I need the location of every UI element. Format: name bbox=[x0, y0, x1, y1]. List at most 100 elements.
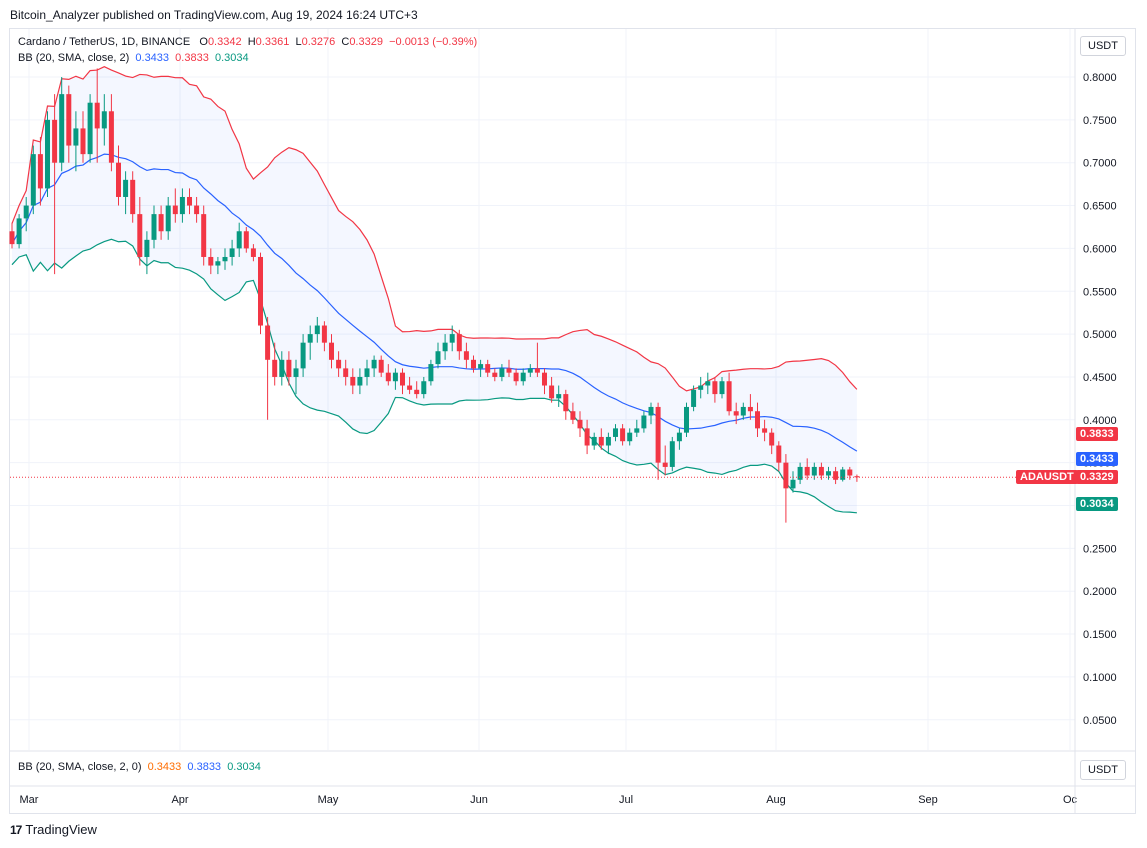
candle bbox=[116, 145, 121, 206]
candle-body bbox=[620, 428, 626, 442]
candle-body bbox=[371, 359, 377, 369]
candle-body bbox=[250, 248, 256, 257]
candle bbox=[279, 351, 285, 386]
candle bbox=[229, 239, 235, 266]
candle-body bbox=[826, 471, 831, 476]
candle bbox=[243, 226, 249, 253]
candle bbox=[790, 471, 796, 493]
x-tick-label: May bbox=[318, 794, 339, 806]
candle-body bbox=[265, 325, 271, 360]
candle-body bbox=[534, 368, 540, 373]
candle bbox=[364, 359, 370, 386]
bb-lower-value: 0.3034 bbox=[214, 52, 249, 64]
candle-body bbox=[94, 102, 100, 129]
candle bbox=[719, 376, 725, 399]
close-value: 0.3329 bbox=[349, 36, 383, 48]
candle-body bbox=[158, 214, 164, 232]
candle bbox=[818, 462, 824, 480]
x-tick-label: Jun bbox=[470, 794, 488, 806]
candle bbox=[45, 111, 50, 197]
upper-band-price-label: 0.3833 bbox=[1076, 427, 1118, 441]
y-tick-label: 0.1000 bbox=[1083, 672, 1117, 684]
candle-body bbox=[123, 179, 129, 197]
candle-body bbox=[329, 342, 334, 360]
tradingview-brand[interactable]: 17 TradingView bbox=[10, 822, 97, 837]
publisher-line: Bitcoin_Analyzer published on TradingVie… bbox=[10, 8, 418, 22]
candle bbox=[421, 376, 427, 399]
candle bbox=[676, 428, 682, 450]
candle-body bbox=[45, 119, 50, 189]
candle bbox=[506, 359, 512, 377]
candle-body bbox=[648, 406, 654, 416]
y-tick-label: 0.8000 bbox=[1083, 72, 1117, 84]
candle bbox=[215, 256, 221, 275]
candle-body bbox=[797, 466, 803, 480]
candle bbox=[662, 445, 668, 476]
candle bbox=[669, 436, 675, 472]
change-value: −0.0013 (−0.39%) bbox=[389, 36, 478, 48]
candle bbox=[613, 424, 618, 442]
candle-body bbox=[87, 102, 93, 155]
high-label: H bbox=[247, 36, 256, 48]
candle-body bbox=[165, 205, 171, 232]
candle bbox=[158, 205, 164, 240]
candle-body bbox=[130, 179, 136, 215]
candle bbox=[272, 342, 278, 386]
candle-body bbox=[421, 381, 427, 395]
candle bbox=[655, 402, 661, 480]
last-price-label: 0.3329 bbox=[1076, 470, 1118, 484]
y-tick-label: 0.6500 bbox=[1083, 201, 1117, 213]
currency-button[interactable]: USDT bbox=[1080, 36, 1126, 56]
candle bbox=[584, 419, 590, 455]
sub-bb-v1: 0.3433 bbox=[147, 761, 182, 773]
candle-body bbox=[527, 368, 533, 373]
candle bbox=[250, 244, 256, 262]
symbol-label: Cardano / TetherUS, 1D, BINANCE bbox=[18, 36, 191, 48]
sub-bb-title: BB (20, SMA, close, 2, 0) bbox=[18, 761, 142, 773]
candle-body bbox=[833, 471, 839, 480]
y-tick-label: 0.4000 bbox=[1083, 415, 1117, 427]
sub-currency-button[interactable]: USDT bbox=[1080, 760, 1126, 780]
candle-body bbox=[52, 119, 58, 163]
candle bbox=[400, 368, 405, 395]
candle bbox=[755, 402, 760, 437]
candle bbox=[591, 432, 597, 450]
candle-body bbox=[804, 466, 810, 476]
candle-body bbox=[634, 428, 640, 433]
close-label: C bbox=[341, 36, 350, 48]
candle bbox=[236, 222, 242, 257]
candle-body bbox=[613, 428, 618, 437]
candle bbox=[165, 196, 171, 240]
bollinger-basis-line bbox=[11, 153, 858, 452]
candle bbox=[144, 231, 150, 275]
candle-body bbox=[478, 364, 484, 369]
candle-body bbox=[243, 231, 249, 249]
candle bbox=[698, 376, 704, 399]
candle-body bbox=[818, 466, 824, 476]
candle-body bbox=[456, 334, 462, 352]
candle-body bbox=[463, 351, 469, 360]
candle-body bbox=[16, 218, 22, 245]
candle-body bbox=[400, 372, 405, 386]
candle-body bbox=[222, 256, 228, 262]
candle bbox=[534, 342, 540, 377]
candle-body bbox=[300, 342, 306, 369]
candle-body bbox=[684, 406, 689, 433]
sub-bb-v3: 0.3034 bbox=[227, 761, 261, 773]
x-tick-label: Jul bbox=[619, 794, 633, 806]
x-tick-label: Aug bbox=[766, 794, 786, 806]
candle bbox=[23, 196, 29, 232]
candle bbox=[833, 466, 839, 485]
candle bbox=[108, 94, 114, 172]
x-tick-label: Sep bbox=[918, 794, 938, 806]
candle-body bbox=[556, 394, 562, 399]
candle bbox=[59, 77, 65, 172]
candle bbox=[300, 334, 306, 377]
candle-body bbox=[719, 381, 725, 395]
candle-body bbox=[506, 368, 512, 373]
candle bbox=[563, 389, 569, 420]
candle bbox=[385, 364, 391, 386]
candle bbox=[747, 394, 753, 420]
candle-body bbox=[762, 428, 768, 433]
